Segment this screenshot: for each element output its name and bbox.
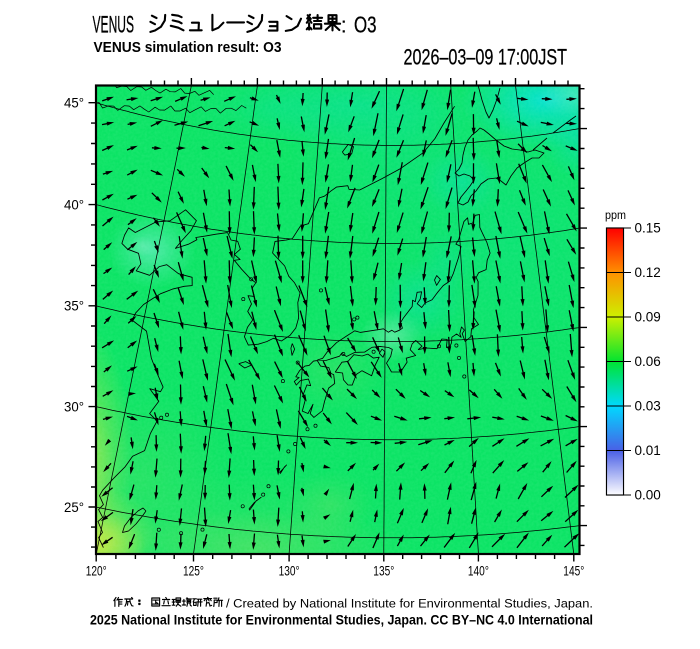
svg-text:25°: 25° [64,500,84,515]
svg-text:VENUS: VENUS [93,12,135,39]
svg-text:0.00: 0.00 [635,488,661,503]
svg-text:VENUS simulation result: O3: VENUS simulation result: O3 [94,40,282,56]
svg-text:/ Created by National Institut: / Created by National Institute for Envi… [226,597,593,611]
svg-text::: : [341,13,348,38]
svg-text:120°: 120° [86,564,107,579]
svg-text:130°: 130° [279,564,300,579]
svg-text:135°: 135° [373,564,394,579]
svg-text:0.01: 0.01 [635,443,661,458]
svg-text:30°: 30° [64,399,84,414]
svg-text:45°: 45° [64,96,84,111]
svg-text:35°: 35° [64,299,84,314]
svg-text:0.03: 0.03 [635,399,661,414]
svg-text:125°: 125° [183,564,204,579]
svg-text:0.06: 0.06 [635,354,661,369]
svg-text:2026–03–09 17:00JST: 2026–03–09 17:00JST [404,45,568,70]
svg-text:0.12: 0.12 [635,265,661,280]
svg-text:0.09: 0.09 [635,310,661,325]
svg-text:O3: O3 [354,12,377,38]
svg-text:140°: 140° [468,564,489,579]
svg-text:40°: 40° [64,197,84,212]
svg-text:145°: 145° [563,564,584,579]
svg-text:0.15: 0.15 [635,221,661,236]
svg-text:2025 National Institute for En: 2025 National Institute for Environmenta… [90,613,593,628]
svg-text:ppm: ppm [605,208,626,222]
